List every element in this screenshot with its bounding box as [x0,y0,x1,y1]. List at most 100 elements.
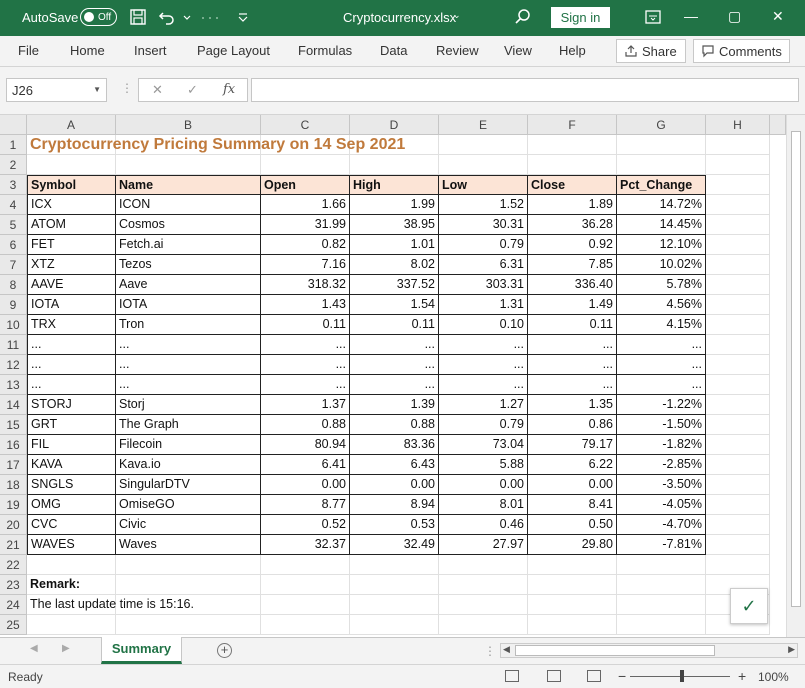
table-cell[interactable]: 4.15% [617,315,706,335]
table-header-cell[interactable]: Pct_Change [617,175,706,195]
table-cell[interactable]: 1.01 [350,235,439,255]
cell[interactable] [116,575,261,595]
table-cell[interactable]: 32.37 [261,535,350,555]
enter-icon[interactable]: ✓ [187,82,198,97]
cell[interactable] [528,575,617,595]
table-cell[interactable]: 1.31 [439,295,528,315]
cell[interactable] [27,575,116,595]
column-header-e[interactable]: E [439,115,528,135]
table-cell[interactable]: ... [27,335,116,355]
cell[interactable] [706,315,770,335]
cell[interactable] [439,595,528,615]
table-cell[interactable]: 73.04 [439,435,528,455]
tab-review[interactable]: Review [436,43,479,58]
table-cell[interactable]: XTZ [27,255,116,275]
cell[interactable] [706,235,770,255]
table-cell[interactable]: 0.00 [261,475,350,495]
table-cell[interactable]: OMG [27,495,116,515]
select-all-corner[interactable] [0,115,27,135]
row-header[interactable]: 22 [0,555,27,575]
cell[interactable] [439,135,528,155]
search-icon[interactable] [513,7,533,27]
remark-label[interactable]: Remark: [30,577,81,591]
table-cell[interactable]: 0.82 [261,235,350,255]
horizontal-scroll-thumb[interactable] [515,645,715,656]
table-cell[interactable]: 32.49 [350,535,439,555]
row-header[interactable]: 5 [0,215,27,235]
cell[interactable] [261,155,350,175]
cell[interactable] [350,595,439,615]
table-cell[interactable]: 8.02 [350,255,439,275]
close-button[interactable]: ✕ [772,8,784,24]
table-cell[interactable]: 8.94 [350,495,439,515]
table-cell[interactable]: FET [27,235,116,255]
table-cell[interactable]: ... [27,355,116,375]
row-header[interactable]: 8 [0,275,27,295]
table-cell[interactable]: 80.94 [261,435,350,455]
table-cell[interactable]: 1.49 [528,295,617,315]
table-cell[interactable]: GRT [27,415,116,435]
row-header[interactable]: 20 [0,515,27,535]
table-cell[interactable]: Tron [116,315,261,335]
tab-home[interactable]: Home [70,43,105,58]
table-cell[interactable]: FIL [27,435,116,455]
table-cell[interactable]: Aave [116,275,261,295]
table-cell[interactable]: 0.88 [261,415,350,435]
table-cell[interactable]: 0.52 [261,515,350,535]
tab-page-layout[interactable]: Page Layout [197,43,271,58]
table-cell[interactable]: 8.77 [261,495,350,515]
table-cell[interactable]: Kava.io [116,455,261,475]
zoom-slider-knob[interactable] [680,670,684,682]
table-cell[interactable]: -2.85% [617,455,706,475]
cell[interactable] [350,155,439,175]
column-header-f[interactable]: F [528,115,617,135]
table-cell[interactable]: ... [116,375,261,395]
cell[interactable] [350,135,439,155]
cell[interactable] [706,135,770,155]
row-header[interactable]: 10 [0,315,27,335]
row-header[interactable]: 11 [0,335,27,355]
name-box-dropdown-icon[interactable]: ▼ [93,85,101,94]
table-cell[interactable]: 30.31 [439,215,528,235]
cell[interactable] [617,595,706,615]
cell[interactable] [617,135,706,155]
table-cell[interactable]: ... [528,335,617,355]
column-header-h[interactable]: H [706,115,770,135]
share-button[interactable]: Share [616,39,686,63]
row-header[interactable]: 21 [0,535,27,555]
row-header[interactable]: 2 [0,155,27,175]
vertical-scroll-thumb[interactable] [791,131,801,607]
tab-formulas[interactable]: Formulas [298,43,353,58]
vertical-scrollbar[interactable] [786,115,805,637]
table-cell[interactable]: 0.00 [439,475,528,495]
cell[interactable] [706,515,770,535]
cell[interactable] [439,555,528,575]
row-header[interactable]: 1 [0,135,27,155]
table-cell[interactable]: 0.79 [439,415,528,435]
minimize-button[interactable]: — [684,8,698,24]
table-cell[interactable]: 6.31 [439,255,528,275]
cancel-icon[interactable]: ✕ [152,82,163,97]
table-cell[interactable]: 31.99 [261,215,350,235]
table-cell[interactable]: ... [617,375,706,395]
table-cell[interactable]: 1.66 [261,195,350,215]
table-cell[interactable]: 0.00 [528,475,617,495]
row-header[interactable]: 14 [0,395,27,415]
column-header-d[interactable]: D [350,115,439,135]
cell[interactable] [706,455,770,475]
table-cell[interactable]: 0.11 [350,315,439,335]
page-break-view-icon[interactable] [587,670,601,682]
page-layout-view-icon[interactable] [547,670,561,682]
table-cell[interactable]: 8.41 [528,495,617,515]
table-cell[interactable]: ... [27,375,116,395]
cell[interactable] [116,155,261,175]
row-header[interactable]: 12 [0,355,27,375]
comments-button[interactable]: Comments [693,39,790,63]
table-cell[interactable]: -1.22% [617,395,706,415]
table-cell[interactable]: -4.70% [617,515,706,535]
table-cell[interactable]: 4.56% [617,295,706,315]
table-header-cell[interactable]: High [350,175,439,195]
row-header[interactable]: 24 [0,595,27,615]
cell[interactable] [528,155,617,175]
redo-icon[interactable] [198,7,218,27]
